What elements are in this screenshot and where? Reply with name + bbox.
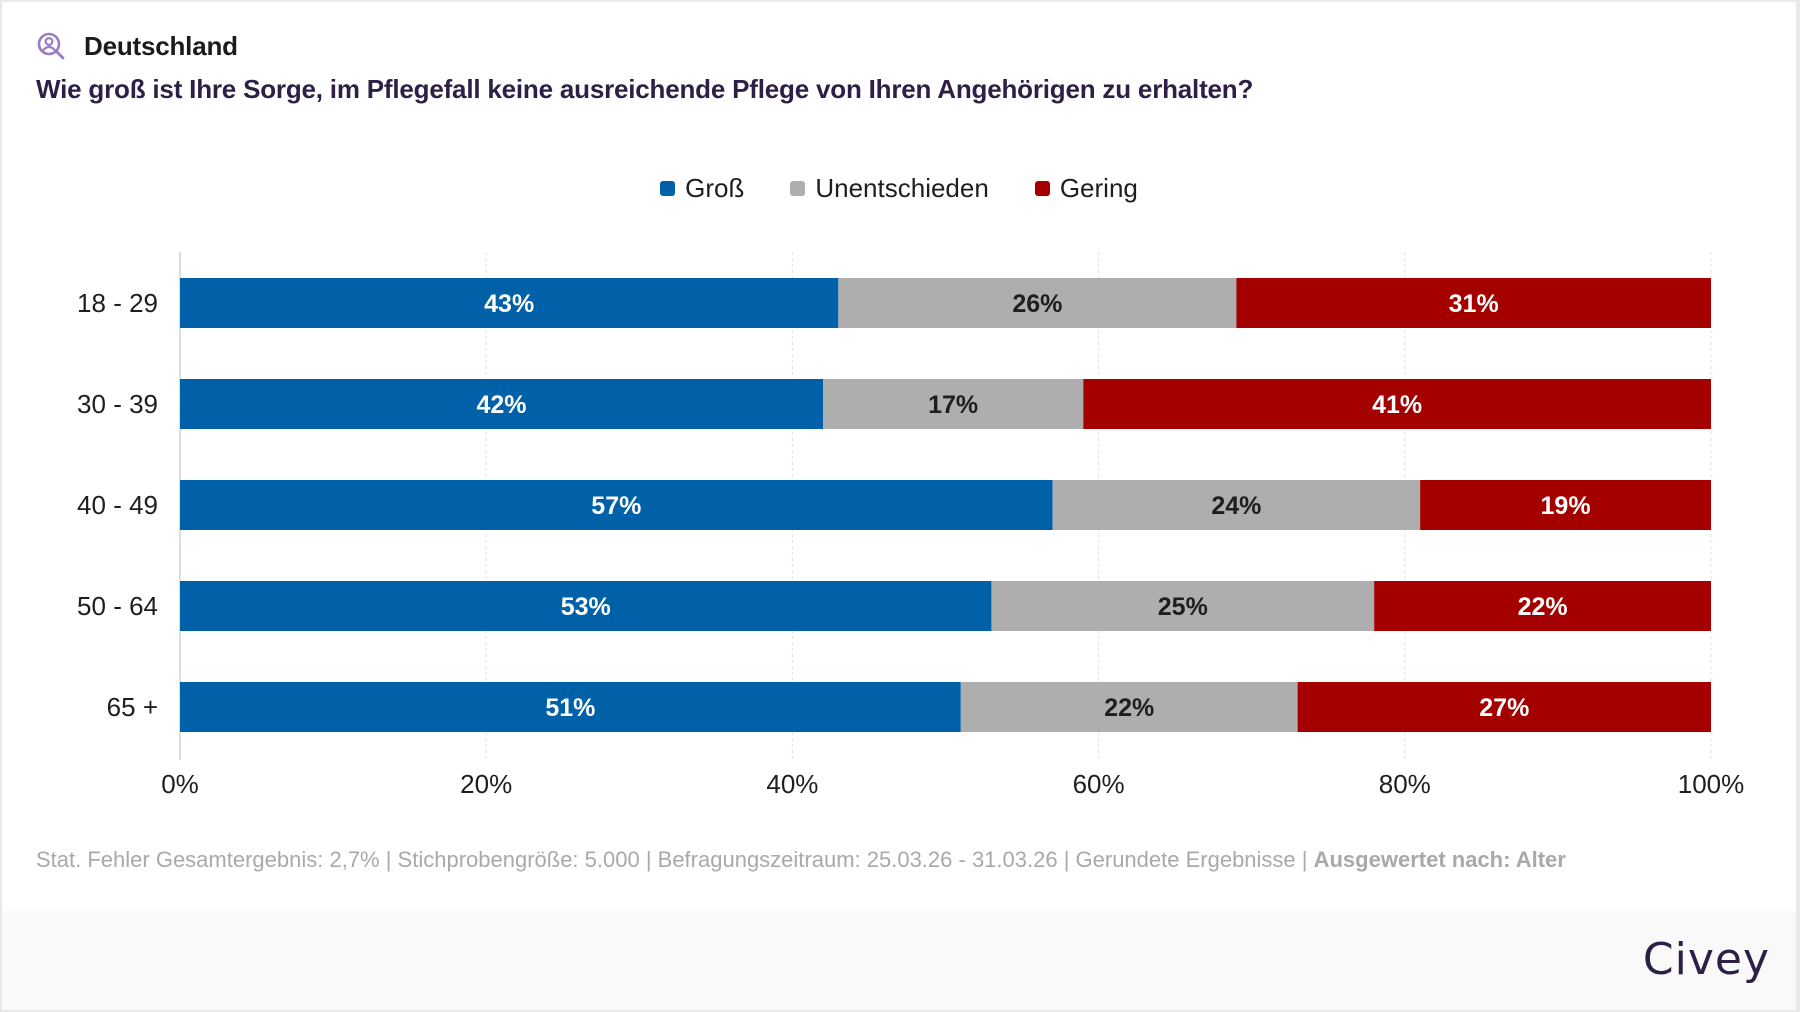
- legend-swatch-gering: [1034, 180, 1050, 196]
- stacked-bar-chart: 18 - 29 43% 26% 31% 30 - 39 42% 17% 41% 40 - 49 5…: [77, 252, 1745, 799]
- bar-segment[interactable]: [180, 480, 1053, 530]
- bar-segment[interactable]: [1052, 480, 1421, 530]
- data-label: 43%: [484, 290, 534, 318]
- bar-segment[interactable]: [180, 682, 961, 732]
- data-label: 53%: [561, 593, 611, 621]
- legend-swatch-unentschieden: [790, 180, 806, 196]
- x-tick-label: 0%: [161, 769, 199, 799]
- data-label: 17%: [928, 391, 978, 419]
- data-label: 22%: [1104, 694, 1154, 722]
- bar-segment[interactable]: [1083, 379, 1711, 429]
- category-label: 18 - 29: [77, 288, 158, 318]
- bar-segment[interactable]: [180, 379, 824, 429]
- legend-label-gross: Groß: [685, 172, 745, 203]
- civey-logo[interactable]: Civey: [1642, 934, 1770, 985]
- grouping-text: Ausgewertet nach: Alter: [1313, 847, 1566, 872]
- bar-segment[interactable]: [180, 581, 992, 631]
- category-label: 40 - 49: [77, 490, 158, 520]
- question-title: Wie groß ist Ihre Sorge, im Pflegefall k…: [36, 74, 1254, 104]
- legend-label-gering: Gering: [1059, 172, 1138, 203]
- data-label: 26%: [1012, 290, 1062, 318]
- legend-item-gross[interactable]: Groß: [660, 173, 744, 204]
- data-label: 27%: [1479, 694, 1529, 722]
- data-label: 19%: [1541, 492, 1591, 520]
- bar-segment[interactable]: [180, 278, 839, 328]
- legend-swatch-gross: [660, 180, 676, 196]
- person-search-icon: [36, 31, 66, 61]
- data-label: 31%: [1449, 290, 1499, 318]
- x-tick-label: 40%: [766, 769, 818, 799]
- bar-segment[interactable]: [1236, 278, 1711, 328]
- data-label: 51%: [545, 694, 595, 722]
- data-label: 41%: [1372, 391, 1422, 419]
- methodology-text: Stat. Fehler Gesamtergebnis: 2,7% | Stic…: [36, 847, 1314, 872]
- data-label: 57%: [591, 492, 641, 520]
- region-label: Deutschland: [84, 30, 238, 61]
- data-label: 25%: [1158, 593, 1208, 621]
- data-label: 24%: [1211, 492, 1261, 520]
- category-label: 50 - 64: [77, 591, 158, 621]
- legend: Groß Unentschieden Gering: [2, 170, 1796, 206]
- bar-segment[interactable]: [838, 278, 1237, 328]
- x-tick-label: 60%: [1073, 769, 1125, 799]
- x-tick-label: 100%: [1678, 769, 1745, 799]
- bar-segment[interactable]: [991, 581, 1375, 631]
- legend-item-gering[interactable]: Gering: [1034, 172, 1138, 204]
- brand-footer: [2, 911, 1796, 1010]
- bar-segment[interactable]: [823, 379, 1084, 429]
- category-label: 30 - 39: [77, 389, 158, 419]
- data-label: 42%: [476, 391, 526, 419]
- bar-segment[interactable]: [1297, 682, 1711, 732]
- legend-label-unentschieden: Unentschieden: [815, 172, 989, 203]
- bar-segment[interactable]: [1374, 581, 1711, 631]
- bar-segment[interactable]: [1420, 480, 1711, 530]
- bar-segment[interactable]: [960, 682, 1298, 732]
- data-label: 22%: [1518, 593, 1568, 621]
- x-tick-label: 20%: [460, 769, 512, 799]
- category-label: 65 +: [107, 692, 158, 722]
- legend-item-unentschieden[interactable]: Unentschieden: [790, 172, 989, 204]
- methodology-note: Stat. Fehler Gesamtergebnis: 2,7% | Stic…: [36, 847, 1566, 873]
- x-tick-label: 80%: [1379, 769, 1431, 799]
- region-header: Deutschland: [36, 28, 238, 64]
